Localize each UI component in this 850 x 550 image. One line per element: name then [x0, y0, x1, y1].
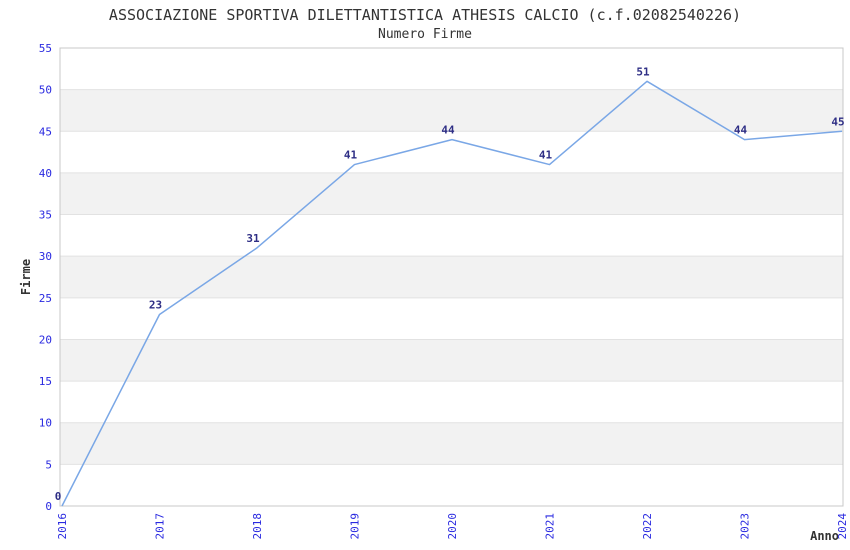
- x-tick-label: 2023: [739, 513, 752, 540]
- point-label: 44: [441, 124, 455, 137]
- x-tick-label: 2022: [641, 513, 654, 540]
- y-tick-label: 0: [45, 500, 52, 513]
- chart-subtitle: Numero Firme: [378, 27, 472, 42]
- point-label: 23: [149, 298, 162, 311]
- x-tick-label: 2018: [251, 513, 264, 540]
- plot-border: [59, 47, 844, 507]
- y-tick-label: 15: [39, 375, 52, 388]
- y-tick-label: 25: [39, 292, 52, 305]
- x-tick-label: 2024: [836, 513, 849, 540]
- y-tick-label: 45: [39, 125, 52, 138]
- point-label: 31: [246, 232, 260, 245]
- y-tick-label: 40: [39, 167, 52, 180]
- x-axis-title: Anno: [810, 529, 839, 543]
- y-tick-label: 10: [39, 417, 52, 430]
- y-tick-label: 35: [39, 209, 52, 222]
- grid-band: [60, 172, 843, 215]
- y-tick-label: 50: [39, 84, 52, 97]
- x-tick-label: 2019: [349, 513, 362, 540]
- point-label: 44: [734, 124, 748, 137]
- point-label: 51: [636, 65, 650, 78]
- point-label: 41: [539, 149, 553, 162]
- x-tick-label: 2016: [56, 513, 69, 540]
- point-label: 45: [831, 115, 844, 128]
- point-label: 41: [344, 149, 358, 162]
- chart-title: ASSOCIAZIONE SPORTIVA DILETTANTISTICA AT…: [108, 6, 742, 24]
- data-line: [61, 80, 843, 507]
- x-tick-label: 2021: [544, 513, 557, 540]
- y-tick-label: 30: [39, 250, 52, 263]
- grid-band: [60, 256, 843, 298]
- y-tick-label: 20: [39, 333, 52, 346]
- x-tick-label: 2020: [446, 513, 459, 540]
- y-tick-label: 55: [39, 42, 52, 55]
- x-tick-label: 2017: [154, 513, 167, 540]
- grid-band: [60, 89, 843, 132]
- grid-band: [60, 422, 843, 465]
- point-label: 0: [55, 490, 62, 503]
- grid-band: [60, 339, 843, 382]
- y-tick-label: 5: [45, 458, 52, 471]
